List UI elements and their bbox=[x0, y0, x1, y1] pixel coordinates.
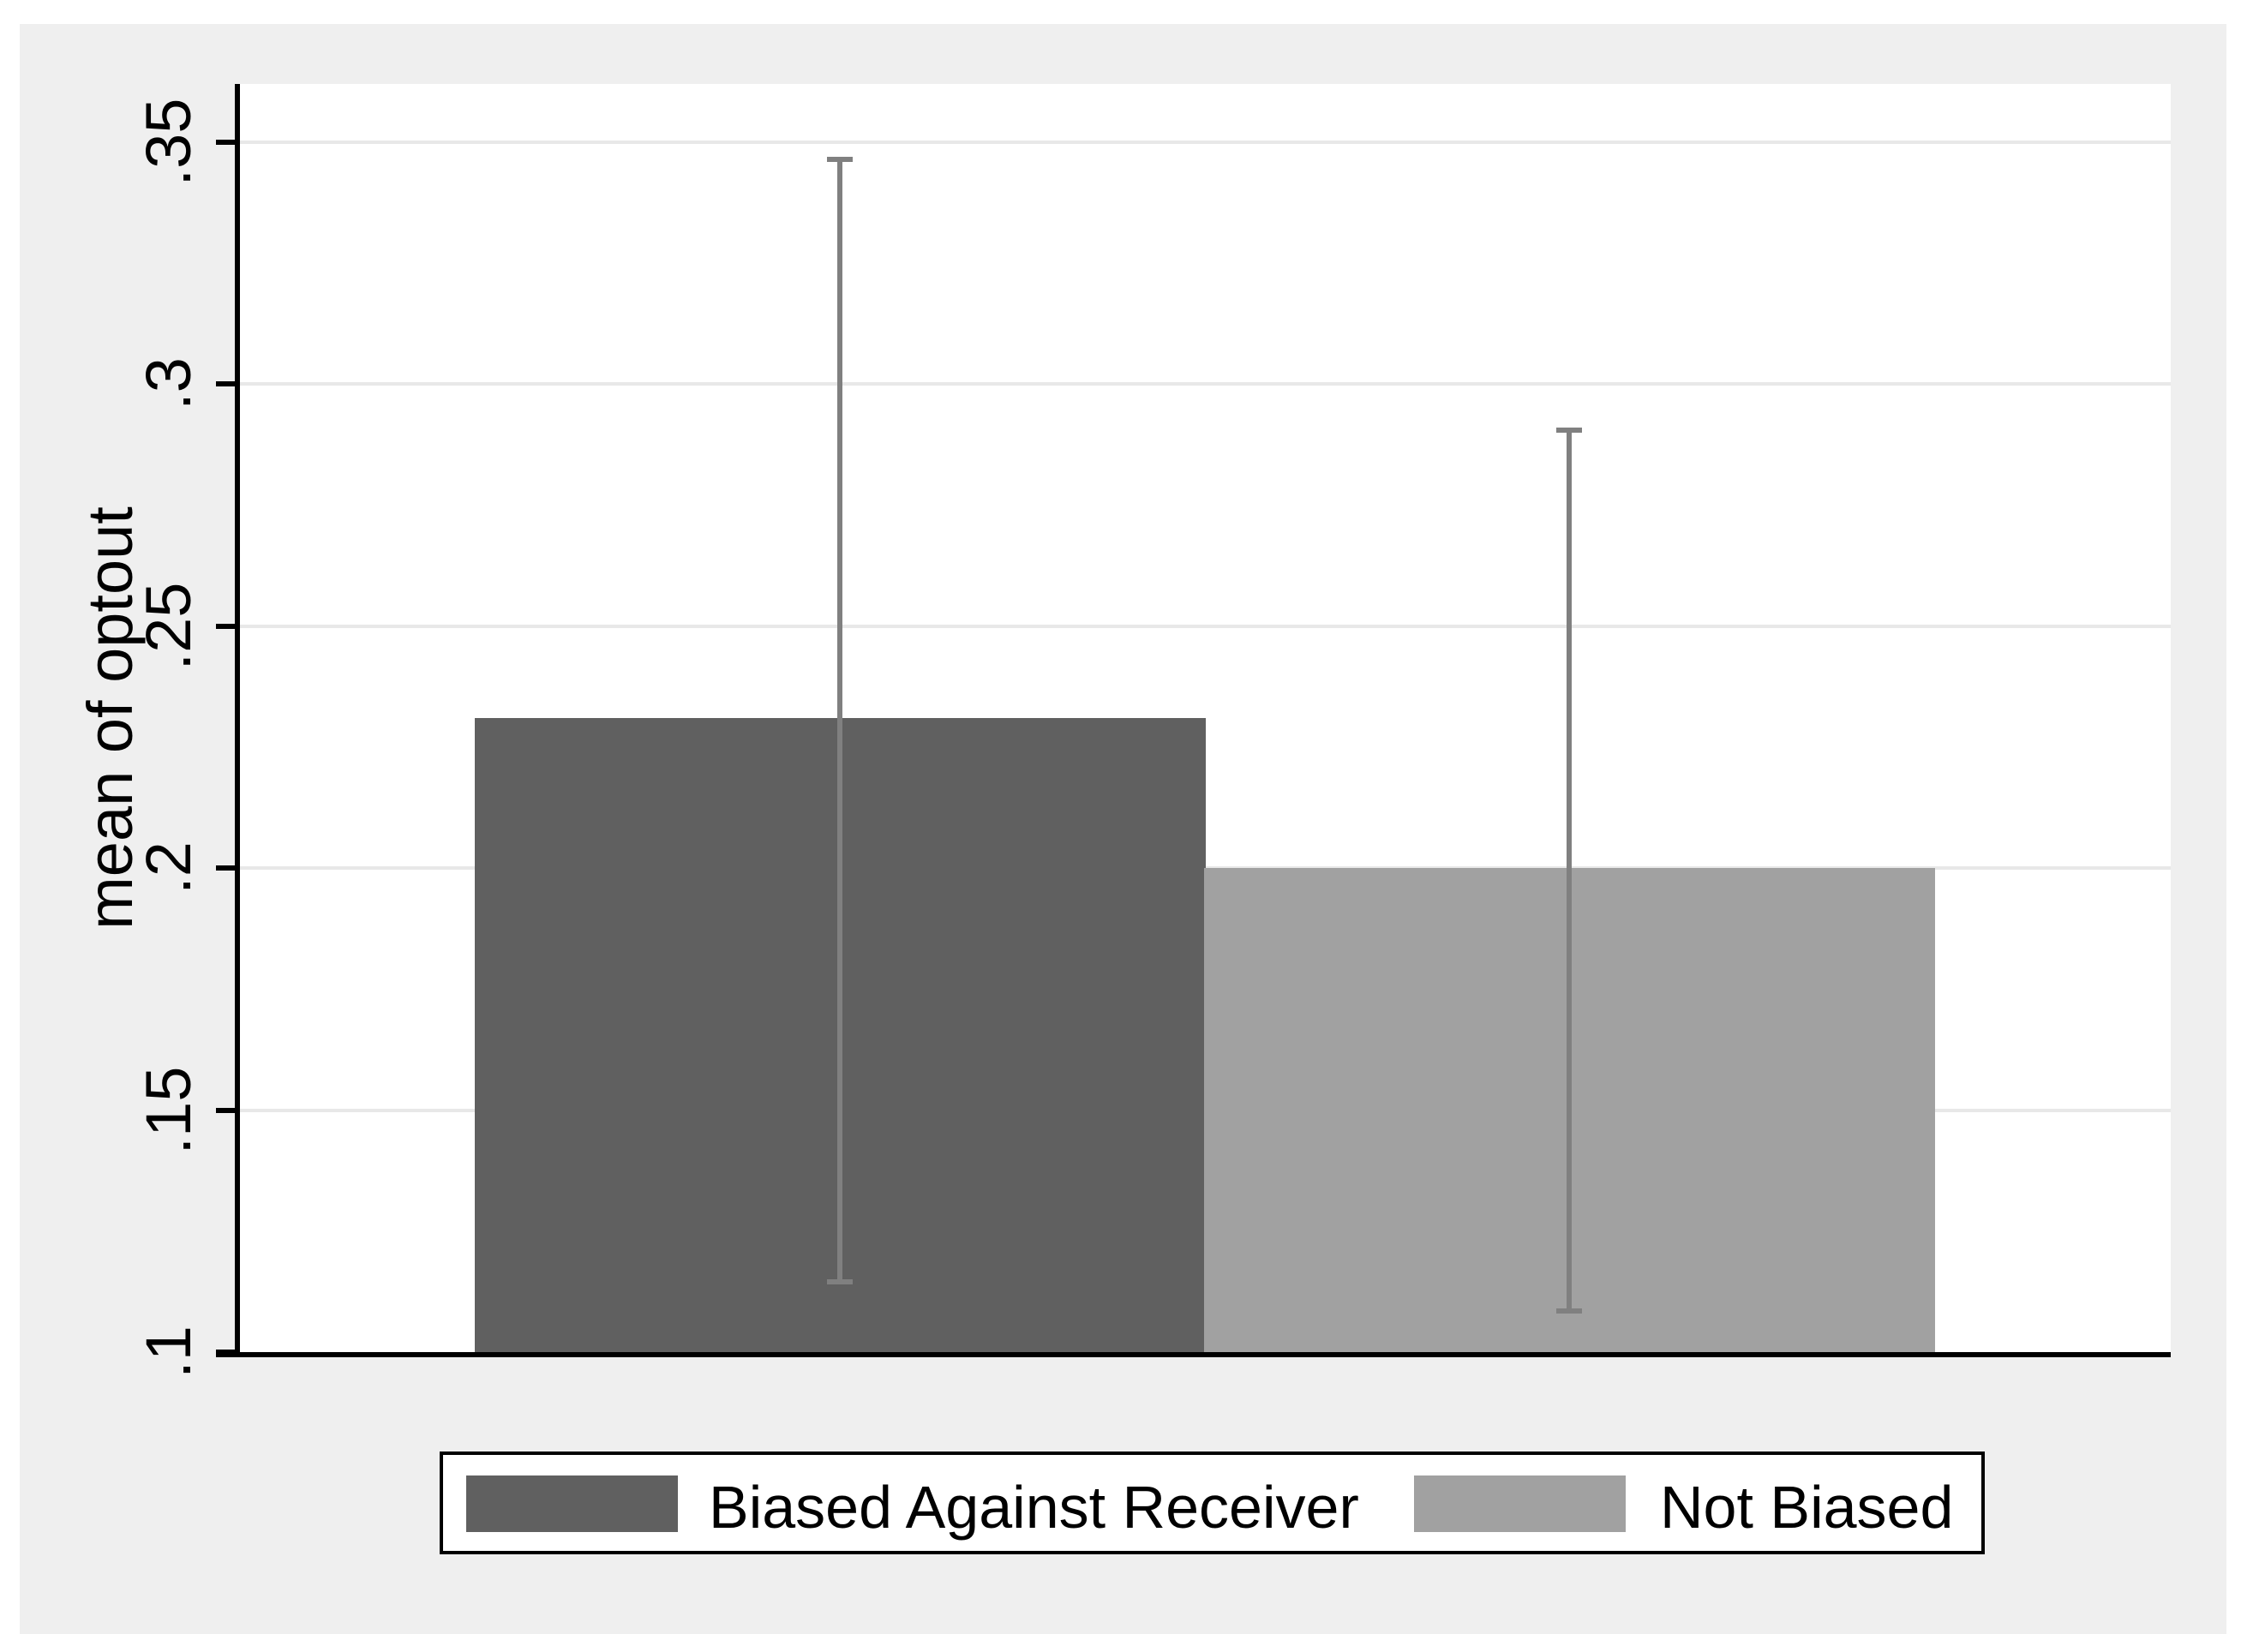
error-bar-cap-bottom-not-biased bbox=[1556, 1308, 1582, 1314]
y-tick-label: .35 bbox=[132, 98, 204, 187]
y-axis-title: mean of optout bbox=[74, 506, 146, 930]
y-tick bbox=[216, 623, 240, 629]
plot-area bbox=[240, 84, 2171, 1352]
x-axis-line bbox=[216, 1352, 2171, 1357]
gridline bbox=[240, 382, 2171, 386]
y-tick bbox=[216, 140, 240, 145]
error-bar-cap-top-biased-against-receiver bbox=[827, 156, 853, 162]
y-tick bbox=[216, 1107, 240, 1113]
error-bar-cap-bottom-biased-against-receiver bbox=[827, 1278, 853, 1284]
error-bar-line-not-biased bbox=[1567, 428, 1572, 1314]
y-tick bbox=[216, 1350, 240, 1355]
legend-label-biased-against-receiver: Biased Against Receiver bbox=[709, 1474, 1359, 1541]
y-tick bbox=[216, 381, 240, 387]
error-bar-cap-top-not-biased bbox=[1556, 428, 1582, 434]
legend-swatch-not-biased bbox=[1414, 1475, 1626, 1532]
legend-label-not-biased: Not Biased bbox=[1660, 1474, 1954, 1541]
legend-swatch-biased-against-receiver bbox=[466, 1475, 678, 1532]
gridline bbox=[240, 141, 2171, 144]
gridline bbox=[240, 624, 2171, 628]
y-tick bbox=[216, 865, 240, 871]
error-bar-line-biased-against-receiver bbox=[837, 156, 842, 1284]
y-axis-line bbox=[235, 84, 240, 1357]
legend: Biased Against Receiver Not Biased bbox=[440, 1451, 1985, 1554]
y-tick-label: .1 bbox=[132, 1326, 204, 1379]
